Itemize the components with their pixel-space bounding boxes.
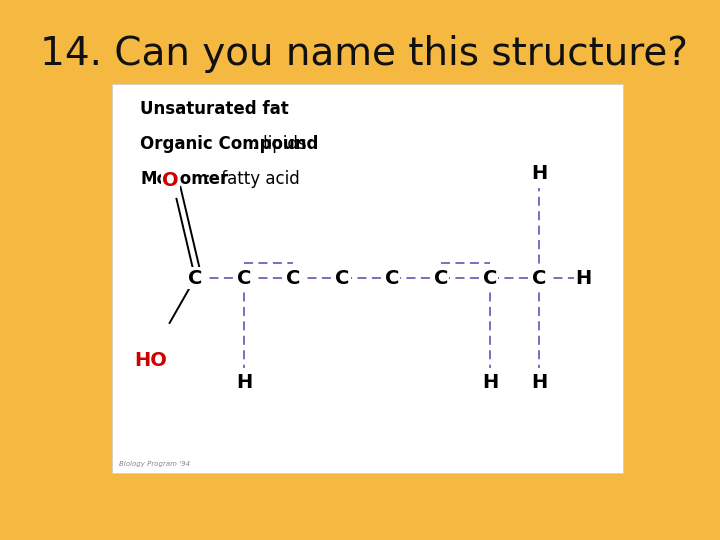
Text: C: C — [188, 268, 202, 288]
Text: : lipids: : lipids — [252, 135, 307, 153]
Text: Organic Compound: Organic Compound — [140, 135, 319, 153]
FancyBboxPatch shape — [112, 84, 623, 472]
Text: H: H — [531, 164, 547, 183]
Text: H: H — [482, 373, 498, 392]
Text: C: C — [433, 268, 448, 288]
Text: C: C — [483, 268, 498, 288]
Text: HO: HO — [135, 351, 167, 370]
Text: H: H — [531, 373, 547, 392]
Text: O: O — [162, 171, 179, 191]
Text: C: C — [532, 268, 546, 288]
Text: Monomer: Monomer — [140, 170, 229, 188]
Text: C: C — [336, 268, 350, 288]
Text: Unsaturated fat: Unsaturated fat — [140, 100, 289, 118]
Text: C: C — [384, 268, 399, 288]
Text: :  fatty acid: : fatty acid — [205, 170, 300, 188]
Text: C: C — [287, 268, 301, 288]
Text: H: H — [575, 268, 592, 288]
Text: Biology Program '94: Biology Program '94 — [119, 461, 190, 467]
Text: C: C — [237, 268, 251, 288]
Text: H: H — [236, 373, 253, 392]
Text: 14. Can you name this structure?: 14. Can you name this structure? — [40, 35, 688, 73]
